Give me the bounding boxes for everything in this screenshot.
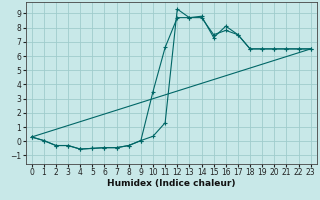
X-axis label: Humidex (Indice chaleur): Humidex (Indice chaleur) — [107, 179, 236, 188]
